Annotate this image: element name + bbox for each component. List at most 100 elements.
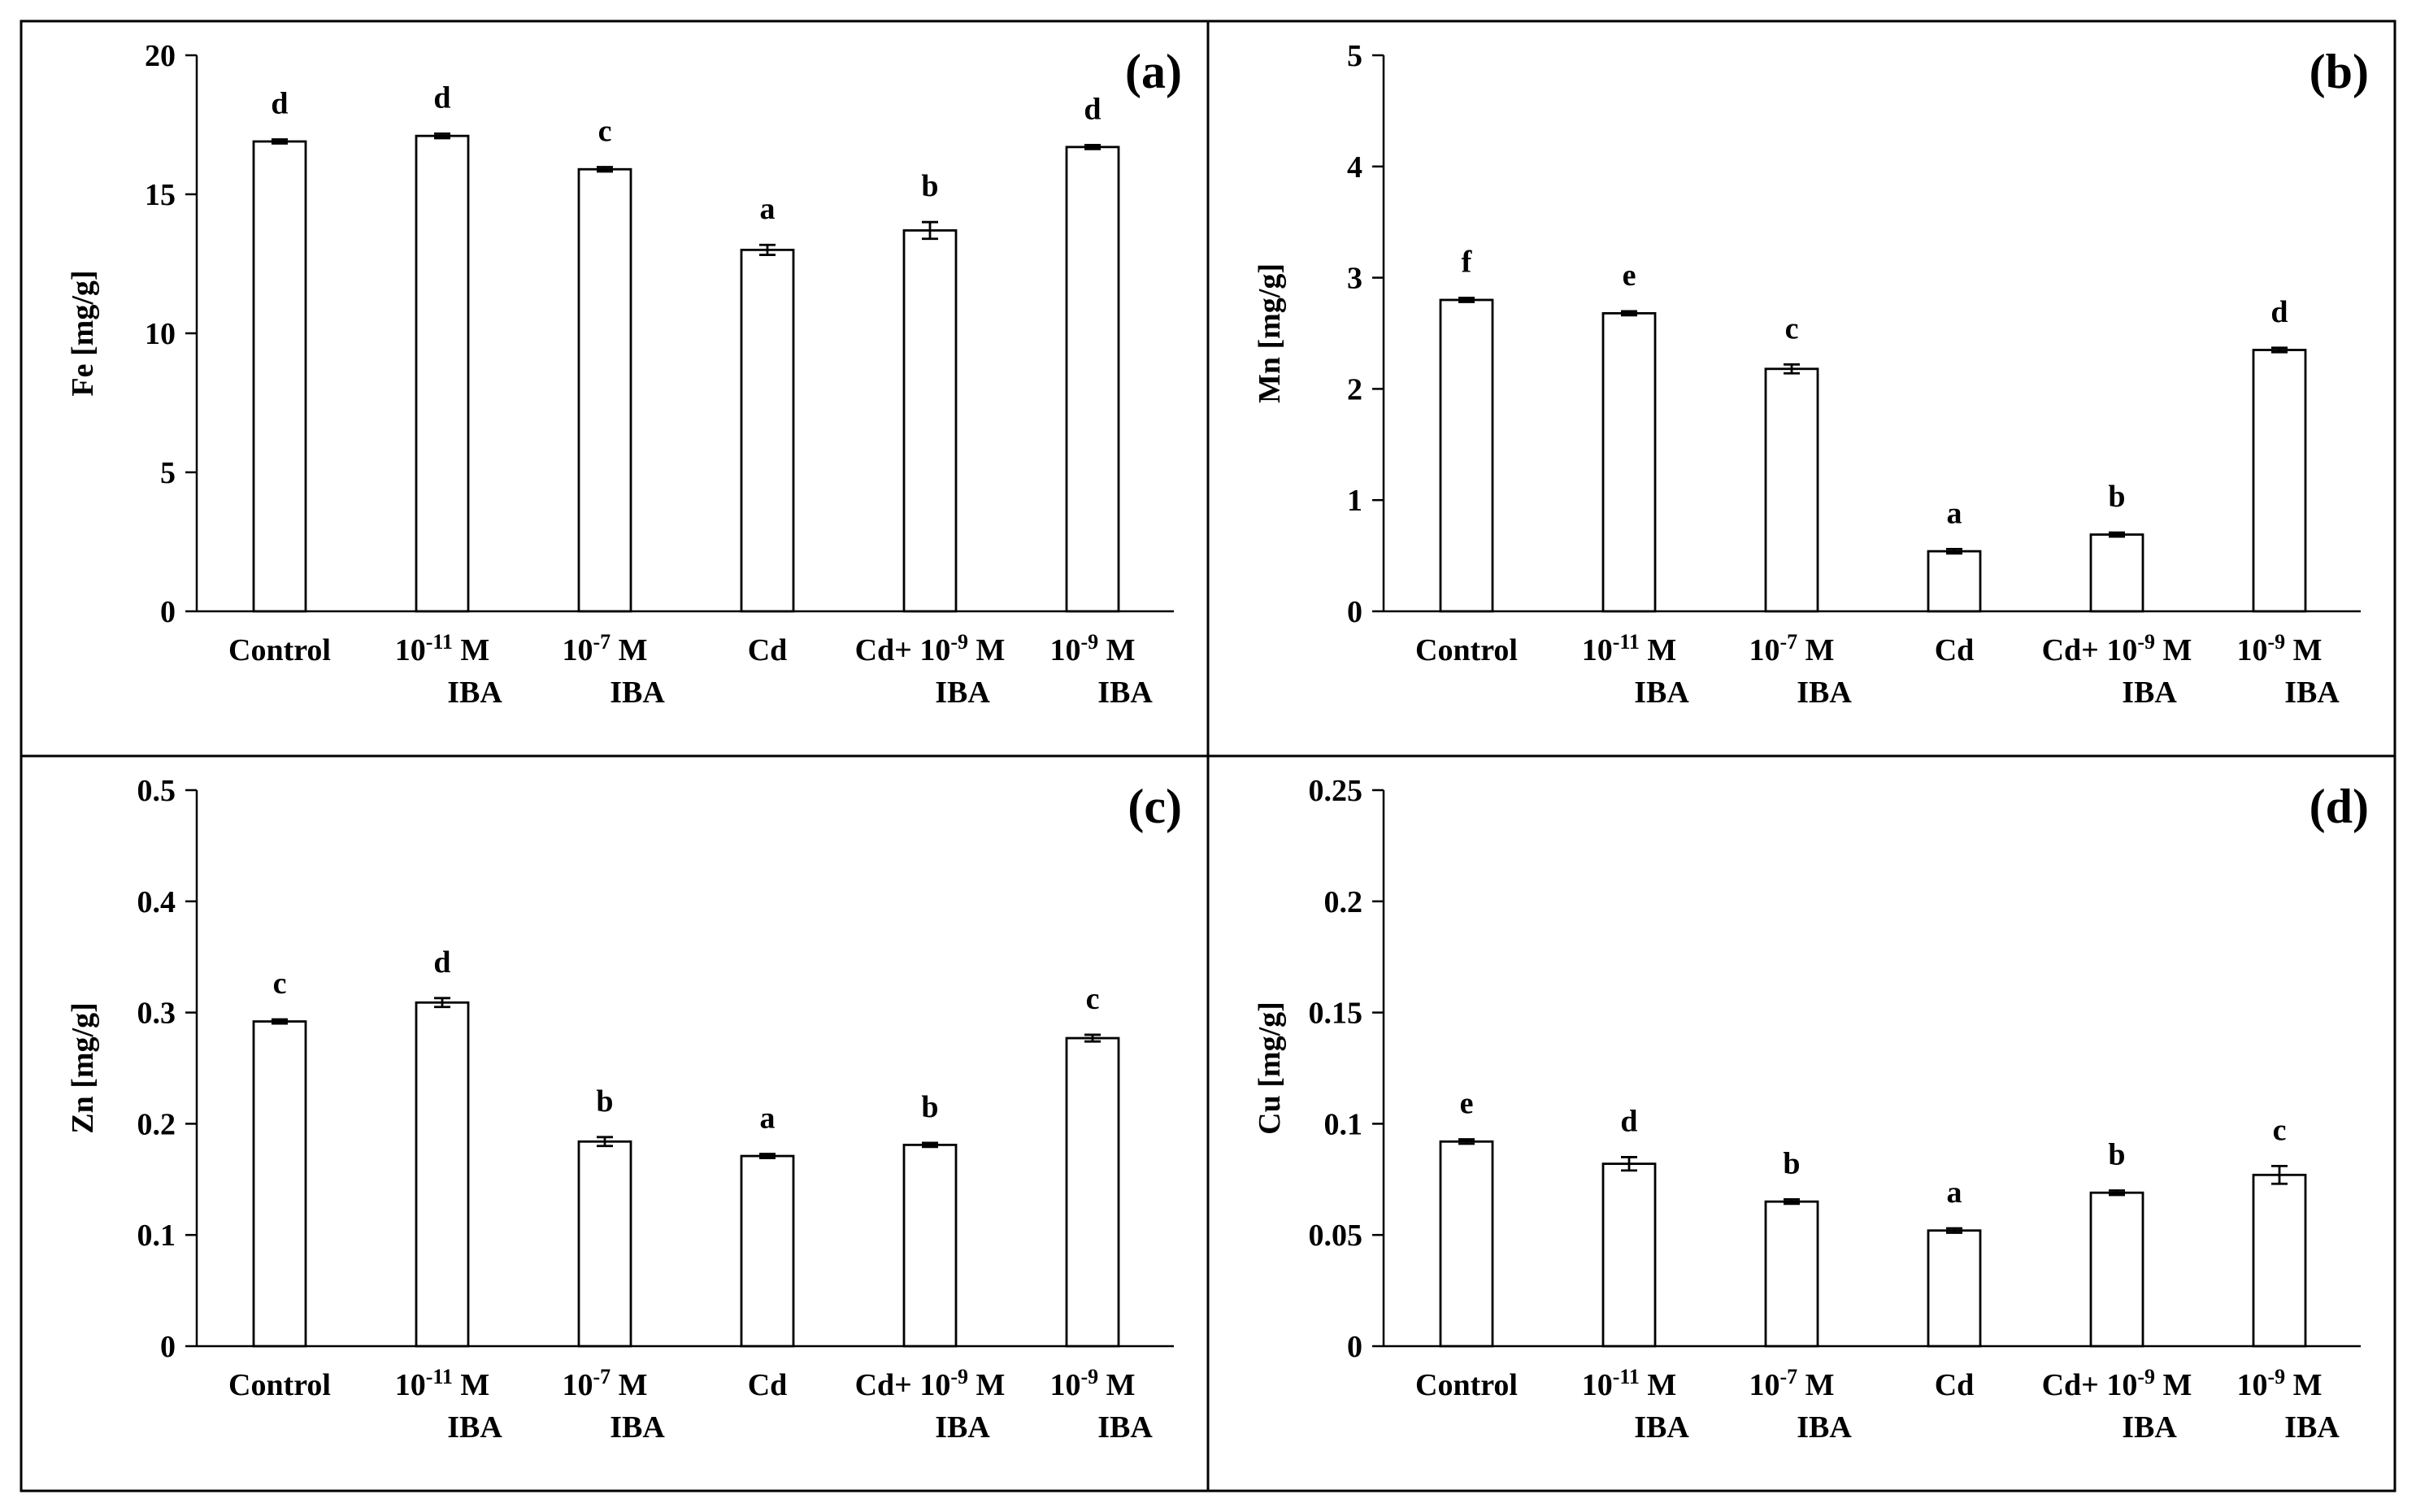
bar: [1927, 550, 1982, 613]
bar: [415, 1001, 470, 1348]
y-tick-label: 0.3: [137, 997, 176, 1031]
error-bar: [1784, 363, 1800, 375]
bar: [1439, 298, 1494, 613]
x-tick-label: Cd: [1935, 633, 1975, 667]
y-tick-label: 2: [1347, 372, 1362, 406]
error-bar: [1621, 1156, 1637, 1172]
x-tick-label-line2: IBA: [2122, 1410, 2177, 1445]
bar: [2252, 349, 2307, 613]
significance-letter: c: [1785, 311, 1799, 345]
bar: [740, 248, 795, 613]
x-tick-label: 10-11 M: [1582, 630, 1677, 667]
panel-b: 0 1 2 3 4 5 Mn [mg/g] (b) f Control e 10-11 M IBA c 10…: [1206, 20, 2396, 758]
bar: [2089, 533, 2144, 613]
error-bar: [759, 1153, 776, 1159]
significance-letter: b: [1783, 1146, 1800, 1180]
panel-label: (d): [2310, 780, 2369, 833]
error-bar: [2271, 1164, 2288, 1185]
y-tick-label: 3: [1347, 262, 1362, 296]
bar: [1601, 1162, 1657, 1348]
y-tick-label: 4: [1347, 150, 1362, 185]
bar: [577, 167, 632, 613]
x-tick-label: Cd: [748, 1368, 788, 1402]
y-axis-label: Mn [mg/g]: [1253, 263, 1287, 403]
x-tick-label: 10-9 M: [2236, 1365, 2322, 1402]
y-tick-label: 0: [1347, 595, 1362, 629]
significance-letter: b: [2108, 1137, 2125, 1171]
x-tick-label-line2: IBA: [447, 676, 502, 710]
x-tick-label-line2: IBA: [1634, 676, 1689, 710]
y-axis-label: Fe [mg/g]: [66, 270, 100, 396]
x-tick-label: Control: [228, 633, 331, 667]
x-tick-label-line2: IBA: [935, 676, 990, 710]
bar: [1764, 1200, 1819, 1348]
significance-letter: b: [2108, 480, 2125, 514]
bar: [1601, 311, 1657, 613]
x-tick-label: 10-7 M: [1749, 630, 1834, 667]
significance-letter: a: [1947, 1175, 1962, 1210]
panel-a: 0 5 10 15 20 Fe [mg/g] (a) d Control d 10-11 M IBA c…: [20, 20, 1210, 758]
error-bar: [1084, 1033, 1101, 1043]
error-bar: [2109, 531, 2125, 538]
bar: [252, 1020, 307, 1348]
x-tick-label: 10-7 M: [562, 630, 647, 667]
error-bar: [1784, 1198, 1800, 1206]
x-tick-label: Cd+ 10-9 M: [2042, 630, 2192, 667]
y-tick-label: 0.4: [137, 885, 176, 919]
bar: [252, 140, 307, 613]
x-tick-label-line2: IBA: [610, 1410, 665, 1445]
y-axis-label: Cu [mg/g]: [1253, 1001, 1287, 1135]
significance-letter: f: [1462, 245, 1473, 279]
x-tick-label: Control: [1415, 633, 1518, 667]
y-tick-label: 0.05: [1309, 1219, 1363, 1253]
y-tick-label: 5: [1347, 39, 1362, 73]
error-bar: [434, 133, 450, 140]
error-bar: [272, 1018, 288, 1025]
error-bar: [1458, 1138, 1475, 1145]
y-tick-label: 0.15: [1309, 997, 1363, 1031]
significance-letter: d: [433, 945, 450, 980]
significance-letter: b: [596, 1084, 613, 1119]
y-axis-label: Zn [mg/g]: [66, 1002, 100, 1134]
significance-letter: c: [1086, 982, 1100, 1016]
error-bar: [272, 138, 288, 145]
error-bar: [2271, 346, 2288, 354]
x-tick-label: Cd: [748, 633, 788, 667]
y-tick-label: 0: [160, 595, 176, 629]
x-tick-label: 10-7 M: [562, 1365, 647, 1402]
significance-letter: a: [1947, 496, 1962, 530]
error-bar: [1458, 297, 1475, 303]
y-tick-label: 0.2: [1324, 885, 1363, 919]
significance-letter: a: [760, 1101, 776, 1136]
bar: [1764, 367, 1819, 613]
y-tick-label: 0: [160, 1330, 176, 1364]
y-tick-label: 20: [145, 39, 176, 73]
x-tick-label: 10-9 M: [2236, 630, 2322, 667]
bar: [2252, 1173, 2307, 1348]
y-tick-label: 10: [145, 317, 176, 351]
significance-letter: d: [2270, 295, 2288, 329]
error-bar: [1084, 143, 1101, 150]
bar: [902, 229, 958, 613]
y-tick-label: 0.1: [137, 1219, 176, 1253]
x-tick-label-line2: IBA: [1634, 1410, 1689, 1445]
bar: [2089, 1191, 2144, 1348]
error-bar: [597, 166, 613, 173]
error-bar: [434, 997, 450, 1009]
bar: [1065, 1036, 1120, 1348]
significance-letter: b: [921, 169, 938, 203]
bar: [1439, 1140, 1494, 1348]
bar: [577, 1140, 632, 1348]
significance-letter: d: [433, 80, 450, 115]
significance-letter: d: [1620, 1104, 1637, 1138]
x-tick-label-line2: IBA: [1797, 1410, 1852, 1445]
y-tick-label: 0.5: [137, 774, 176, 808]
error-bar: [922, 1141, 938, 1149]
x-tick-label-line2: IBA: [2122, 676, 2177, 710]
x-tick-label-line2: IBA: [935, 1410, 990, 1445]
significance-letter: d: [271, 87, 288, 121]
x-tick-label: Cd: [1935, 1368, 1975, 1402]
x-tick-label-line2: IBA: [610, 676, 665, 710]
x-tick-label: 10-7 M: [1749, 1365, 1834, 1402]
panel-label: (b): [2310, 45, 2369, 98]
